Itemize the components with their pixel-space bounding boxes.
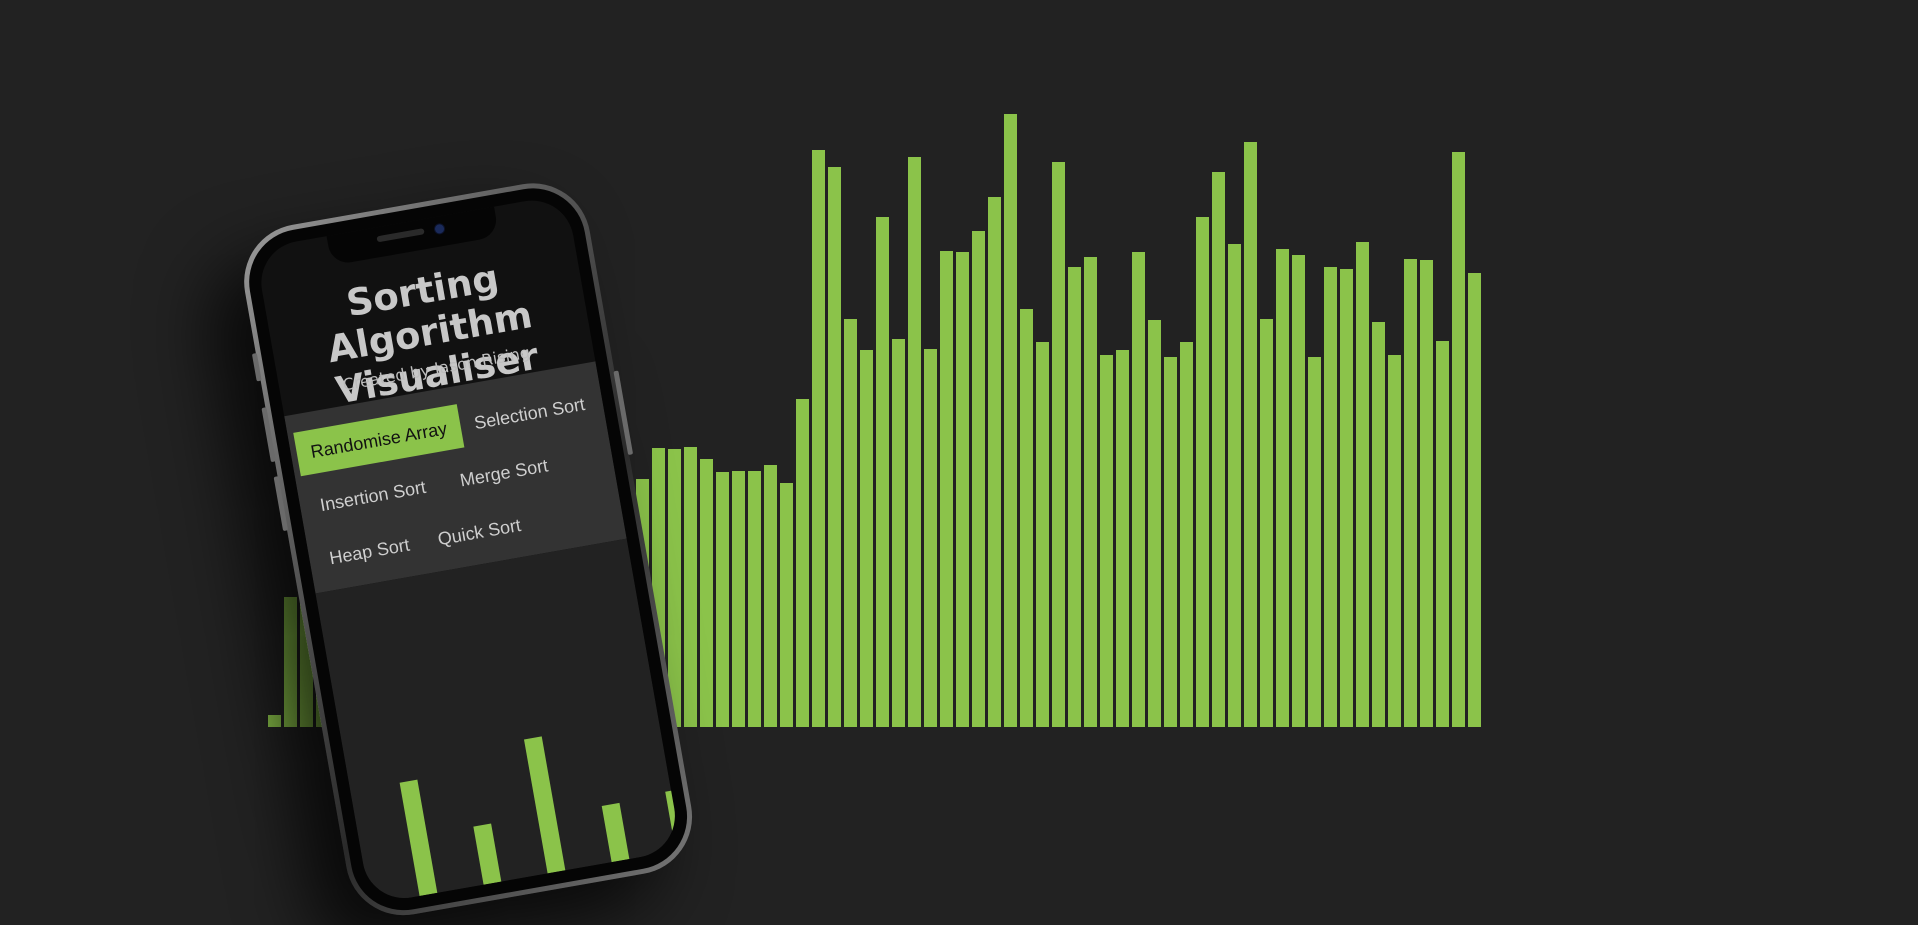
sort-bar [1084,257,1097,727]
sort-bar [1228,244,1241,727]
sort-bar [748,471,761,727]
sort-bar [284,597,297,727]
sort-bar [956,252,969,727]
sort-bar [1404,259,1417,727]
sort-bar [1100,355,1113,727]
sort-bar [1436,341,1449,727]
sort-bar [1164,357,1177,727]
sort-bar [828,167,841,727]
sort-bar [1004,114,1017,727]
sort-bar [700,459,713,727]
sort-bar [1052,162,1065,727]
sort-bar [1212,172,1225,727]
randomise-array-button[interactable]: Randomise Array [293,404,465,477]
sort-bar [1292,255,1305,727]
sort-bar [1452,152,1465,727]
sort-bar [972,231,985,727]
merge-sort-button[interactable]: Merge Sort [458,455,550,491]
sort-bar [668,449,681,727]
sort-bar [764,465,777,727]
sort-bar [924,349,937,727]
sort-bar [812,150,825,727]
phone-notch [326,206,500,266]
sort-bar [1116,350,1129,727]
sort-bar [1420,260,1433,727]
sort-bar [1340,269,1353,727]
sort-bar [1468,273,1481,727]
sort-bar [716,472,729,727]
sort-bar [732,471,745,727]
sort-bar [1244,142,1257,727]
sort-bar [1036,342,1049,727]
sort-bar [1260,319,1273,727]
sort-bar [892,339,905,727]
sort-bar [1276,249,1289,727]
sort-bar [1020,309,1033,727]
mini-sort-bar [473,823,502,885]
sort-bar [1196,217,1209,727]
sort-bar [1356,242,1369,727]
mini-bars-chart [315,538,682,905]
sort-bar [1068,267,1081,727]
sort-bar [1388,355,1401,727]
sort-bar [1148,320,1161,727]
sort-bar [844,319,857,727]
selection-sort-button[interactable]: Selection Sort [472,393,587,434]
sort-bar [860,350,873,727]
camera-icon [433,222,446,236]
sort-bar [876,217,889,727]
heap-sort-button[interactable]: Heap Sort [327,534,412,569]
speaker-grille [376,228,425,243]
mini-sort-bar [523,736,566,874]
sort-bar [268,715,281,727]
quick-sort-button[interactable]: Quick Sort [436,514,523,550]
sort-bar [780,483,793,727]
sort-bar [684,447,697,727]
sort-bar [1180,342,1193,727]
mini-sort-bar [601,802,630,863]
sort-bar [908,157,921,727]
sort-bar [1132,252,1145,727]
mini-sort-bar [399,779,438,896]
sort-bar [796,399,809,727]
sort-bar [1324,267,1337,727]
sort-bar [988,197,1001,727]
sort-bar [1308,357,1321,727]
sort-bar [940,251,953,727]
sort-bar [1372,322,1385,727]
mini-sort-bar [665,788,682,851]
